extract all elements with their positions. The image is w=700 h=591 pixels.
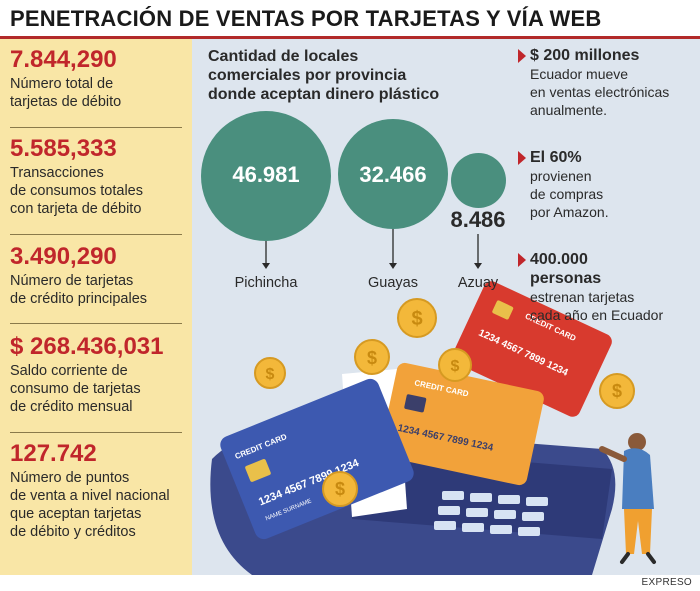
- source-credit: EXPRESO: [641, 577, 692, 588]
- chart-title-line: donde aceptan dinero plástico: [208, 86, 440, 103]
- stat-label: Número de tarjetas de crédito principale…: [10, 272, 186, 308]
- coin-symbol: $: [451, 358, 460, 375]
- coins: $ $ $ $ $ $: [254, 298, 635, 507]
- stat-label-line: de débito y créditos: [10, 524, 136, 540]
- fact-text-line: de compras: [530, 186, 604, 202]
- coin-symbol: $: [266, 366, 275, 383]
- fact-text-line: provienen: [530, 168, 592, 184]
- fact-ecommerce-volume: $ 200 millones Ecuador mueve en ventas e…: [518, 46, 700, 119]
- stat-label-line: con tarjeta de débito: [10, 201, 142, 217]
- divider: [10, 323, 182, 324]
- stat-label-line: Saldo corriente de: [10, 363, 128, 379]
- stat-label-line: de consumos totales: [10, 183, 143, 199]
- fact-text-line: por Amazon.: [530, 204, 609, 220]
- coin-symbol: $: [411, 308, 422, 330]
- bubble-arrows: [262, 229, 482, 269]
- divider: [10, 432, 182, 433]
- stat-label-line: de crédito mensual: [10, 399, 133, 415]
- coin-symbol: $: [612, 381, 622, 401]
- fact-text-line: estrenan tarjetas: [530, 289, 635, 305]
- main-panel: CREDIT CARD 1234 4567 7899 1234 CREDIT C…: [192, 39, 700, 575]
- stat-label-line: consumo de tarjetas: [10, 381, 141, 397]
- fact-headline: personas: [530, 270, 602, 287]
- province-label-guayas: Guayas: [368, 275, 418, 291]
- stat-label-line: de crédito principales: [10, 291, 148, 307]
- bubble-value-azuay: 8.486: [450, 207, 506, 232]
- stats-panel: 7.844,290 Número total de tarjetas de dé…: [0, 39, 192, 575]
- bullet-icon: [518, 253, 526, 267]
- chart-title-line: Cantidad de locales: [208, 48, 359, 65]
- coin-icon: [599, 373, 635, 409]
- stat-value: 3.490,290: [10, 243, 117, 270]
- stat-label-line: tarjetas de débito: [10, 94, 122, 110]
- credit-card-red: CREDIT CARD 1234 4567 7899 1234: [452, 281, 612, 417]
- divider: [10, 127, 182, 128]
- stat-label-line: Transacciones: [10, 165, 104, 181]
- fact-new-cardholders: 400.000 personas estrenan tarjetas cada …: [518, 250, 700, 324]
- coin-icon: [254, 357, 286, 389]
- stat-debit-transactions: 5.585,333 Transacciones de consumos tota…: [10, 136, 186, 218]
- bullet-icon: [518, 151, 526, 165]
- stat-value: 127.742: [10, 440, 97, 467]
- fact-text-line: en ventas electrónicas: [530, 84, 670, 100]
- header-rule: [0, 36, 700, 39]
- stat-credit-cards: 3.490,290 Número de tarjetas de crédito …: [10, 244, 186, 308]
- fact-headline: El 60%: [530, 149, 582, 166]
- bubble-pichincha: [201, 111, 331, 241]
- stat-points-of-sale: 127.742 Número de puntos de venta a nive…: [10, 441, 186, 541]
- stat-debit-cards: 7.844,290 Número total de tarjetas de dé…: [10, 47, 186, 111]
- chart-title-line: comerciales por provincia: [208, 67, 407, 84]
- bubble-guayas: [338, 119, 448, 229]
- fact-text-line: cada año en Ecuador: [530, 307, 664, 323]
- stat-label: Número total de tarjetas de débito: [10, 75, 186, 111]
- stat-label-line: Número total de: [10, 76, 114, 92]
- stat-value: $ 268.436,031: [10, 333, 164, 360]
- bullet-icon: [518, 49, 526, 63]
- fact-text-line: anualmente.: [530, 102, 608, 118]
- fact-headline: 400.000: [530, 251, 588, 268]
- coin-icon: [354, 339, 390, 375]
- fact-amazon-share: El 60% provienen de compras por Amazon.: [518, 148, 700, 221]
- stat-label-line: Número de tarjetas: [10, 273, 134, 289]
- coin-symbol: $: [367, 348, 377, 368]
- coin-icon: [322, 471, 358, 507]
- divider: [10, 234, 182, 235]
- pos-keypad: [434, 491, 548, 536]
- page-title: PENETRACIÓN DE VENTAS POR TARJETAS Y VÍA…: [10, 6, 602, 31]
- header: PENETRACIÓN DE VENTAS POR TARJETAS Y VÍA…: [0, 0, 700, 37]
- province-label-pichincha: Pichincha: [234, 275, 298, 291]
- province-label-azuay: Azuay: [457, 275, 499, 291]
- stat-label: Número de puntos de venta a nivel nacion…: [10, 469, 186, 541]
- fact-text-line: Ecuador mueve: [530, 66, 629, 82]
- footer: EXPRESO: [0, 575, 700, 591]
- stat-value: 5.585,333: [10, 135, 117, 162]
- coin-symbol: $: [335, 479, 345, 499]
- person-figure: [599, 433, 656, 564]
- stat-label: Transacciones de consumos totales con ta…: [10, 164, 186, 218]
- stat-credit-balance: $ 268.436,031 Saldo corriente de consumo…: [10, 334, 186, 416]
- fact-headline: $ 200 millones: [530, 47, 640, 64]
- coin-icon: [397, 298, 437, 338]
- stat-label-line: que aceptan tarjetas: [10, 506, 142, 522]
- bubble-value-pichincha: 46.981: [232, 162, 300, 187]
- bubble-azuay: [451, 153, 506, 208]
- payment-illustration: CREDIT CARD 1234 4567 7899 1234 CREDIT C…: [210, 281, 656, 575]
- stat-label-line: Número de puntos: [10, 470, 130, 486]
- credit-card-orange: CREDIT CARD 1234 4567 7899 1234: [380, 362, 544, 486]
- coin-icon: [438, 348, 472, 382]
- stat-label-line: de venta a nivel nacional: [10, 488, 170, 504]
- chart-title: Cantidad de locales comerciales por prov…: [208, 47, 508, 104]
- stat-value: 7.844,290: [10, 46, 117, 73]
- bubble-value-guayas: 32.466: [359, 162, 427, 187]
- stat-label: Saldo corriente de consumo de tarjetas d…: [10, 362, 186, 416]
